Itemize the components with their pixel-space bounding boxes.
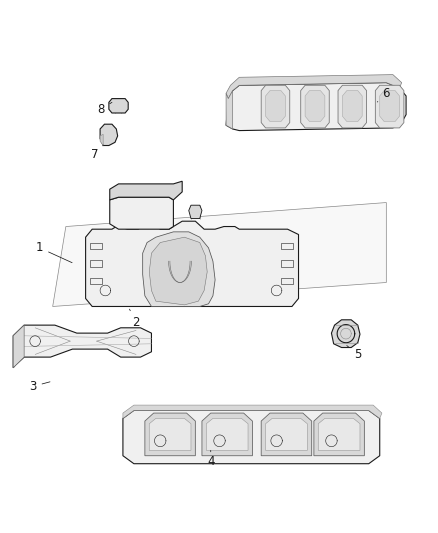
Polygon shape <box>13 325 24 368</box>
Polygon shape <box>123 405 381 418</box>
Polygon shape <box>13 325 151 368</box>
Polygon shape <box>318 418 359 450</box>
Text: 6: 6 <box>377 87 389 102</box>
Polygon shape <box>304 91 324 122</box>
Polygon shape <box>331 320 359 348</box>
Polygon shape <box>261 413 311 456</box>
Bar <box>90 278 102 284</box>
Polygon shape <box>145 413 195 456</box>
Polygon shape <box>100 124 117 146</box>
Text: 4: 4 <box>206 450 214 467</box>
Polygon shape <box>226 91 232 129</box>
Polygon shape <box>379 91 399 122</box>
Polygon shape <box>149 418 191 450</box>
Polygon shape <box>85 221 298 306</box>
Polygon shape <box>149 237 207 305</box>
Polygon shape <box>226 75 401 99</box>
Polygon shape <box>300 85 328 128</box>
Polygon shape <box>110 197 173 229</box>
Polygon shape <box>109 99 128 113</box>
Bar <box>280 260 293 266</box>
Polygon shape <box>313 413 364 456</box>
Polygon shape <box>337 85 366 128</box>
Polygon shape <box>265 91 285 122</box>
Text: 3: 3 <box>29 380 50 393</box>
Polygon shape <box>110 181 182 200</box>
Polygon shape <box>342 91 361 122</box>
Text: 8: 8 <box>97 102 112 116</box>
Polygon shape <box>53 203 385 306</box>
Bar <box>90 260 102 266</box>
Bar <box>280 278 293 284</box>
Polygon shape <box>100 134 103 146</box>
Text: 1: 1 <box>35 241 72 263</box>
Polygon shape <box>374 85 403 128</box>
Polygon shape <box>265 418 307 450</box>
Text: 7: 7 <box>90 146 103 161</box>
Bar <box>280 243 293 249</box>
Polygon shape <box>261 85 289 128</box>
Polygon shape <box>188 205 201 219</box>
Polygon shape <box>226 83 405 131</box>
Polygon shape <box>142 232 215 306</box>
Text: 5: 5 <box>346 345 360 361</box>
Polygon shape <box>123 410 379 464</box>
Text: 2: 2 <box>129 309 140 329</box>
Polygon shape <box>206 418 247 450</box>
Bar <box>90 243 102 249</box>
Polygon shape <box>201 413 252 456</box>
